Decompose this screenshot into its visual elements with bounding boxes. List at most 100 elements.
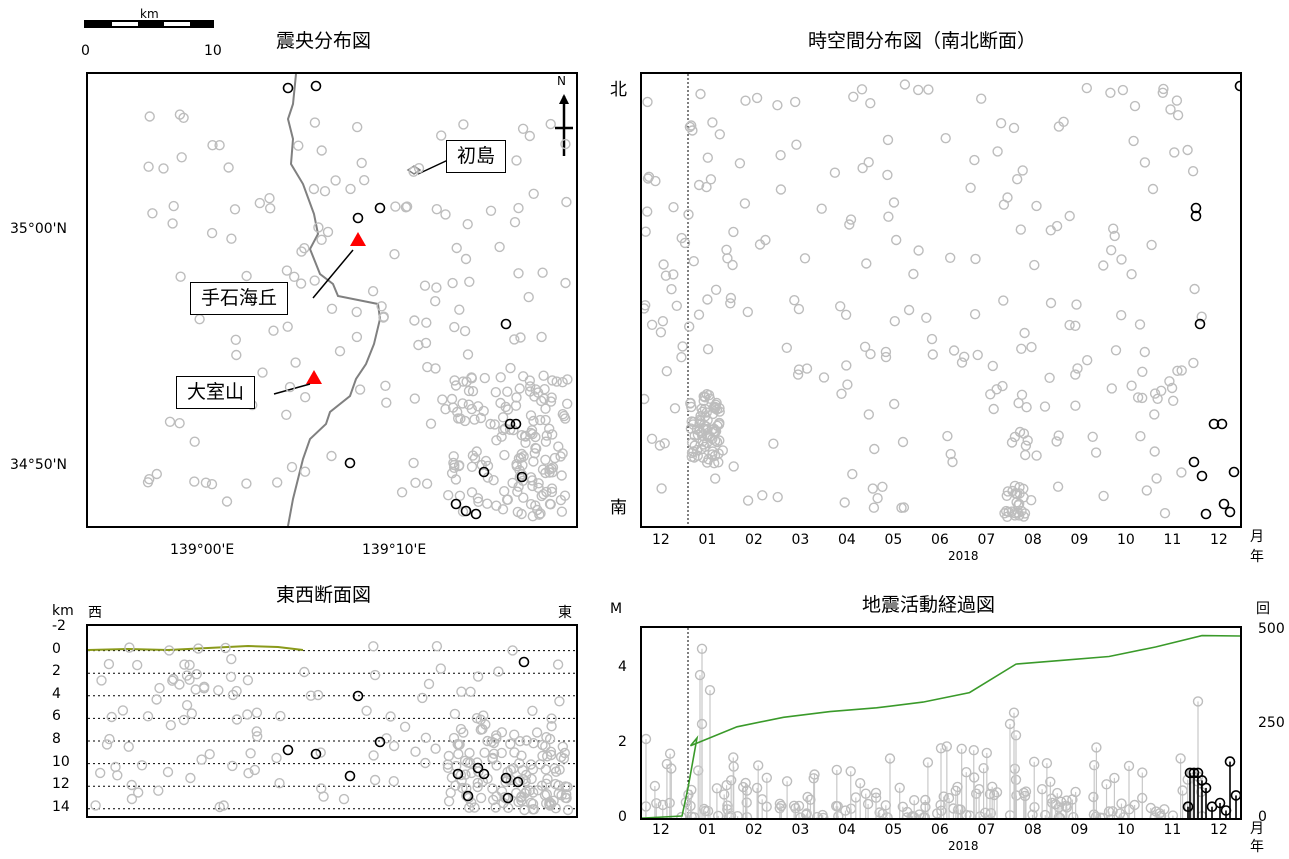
map-event-point — [540, 414, 551, 426]
map-recent-event-point — [352, 212, 364, 224]
map-event-point — [502, 386, 513, 397]
map-event-point — [151, 468, 163, 480]
mt-m-tick-1: 2 — [618, 734, 627, 750]
ew-event-point — [299, 666, 310, 678]
map-event-point — [538, 370, 549, 381]
spacetime-event-point — [1072, 363, 1083, 374]
spacetime-event-point — [793, 303, 805, 315]
ew-event-point — [184, 659, 195, 671]
map-event-point — [231, 349, 242, 361]
spacetime-event-point — [1139, 157, 1151, 168]
ew-event-point — [124, 642, 135, 653]
map-event-point — [299, 466, 311, 477]
spacetime-event-point — [684, 121, 696, 133]
mt-event-point — [1103, 806, 1115, 817]
spacetime-event-point — [646, 319, 658, 331]
map-event-point — [523, 291, 534, 303]
map-event-point — [516, 448, 527, 460]
ew-event-point — [532, 784, 544, 796]
mt-event-point — [683, 789, 694, 800]
ew-event-point — [126, 793, 138, 805]
mt-event-point — [968, 744, 979, 756]
map-event-point — [330, 175, 341, 186]
spacetime-event-point — [1012, 173, 1023, 185]
ew-event-point — [496, 786, 508, 797]
spacetime-event-point — [722, 253, 733, 264]
ew-event-point — [491, 730, 502, 741]
spacetime-event-point — [1039, 401, 1051, 412]
mt-event-point — [664, 748, 676, 759]
ew-event-point — [315, 783, 327, 794]
spacetime-event-point — [988, 403, 999, 415]
map-event-point — [409, 315, 420, 326]
spacetime-event-point — [775, 184, 787, 195]
map-event-point — [189, 436, 200, 447]
spacetime-event-point — [676, 352, 687, 363]
spacetime-recent-event-point — [1218, 498, 1230, 510]
spacetime-event-point — [1045, 297, 1057, 309]
spacetime-event-point — [1172, 110, 1184, 121]
mt-event-point — [676, 811, 687, 818]
spacetime-event-point — [1017, 165, 1028, 176]
map-event-point — [176, 152, 187, 163]
mt-event-point — [713, 810, 724, 818]
mt-month-tick-1: 01 — [698, 822, 717, 838]
ew-event-point — [274, 777, 285, 789]
map-event-point — [168, 200, 179, 212]
spacetime-event-point — [656, 483, 667, 494]
map-event-point — [309, 275, 320, 286]
spacetime-event-point — [1110, 345, 1122, 356]
map-event-point — [525, 499, 537, 510]
map-event-point — [539, 393, 550, 404]
ew-event-point — [455, 723, 467, 735]
spacetime-event-point — [1070, 369, 1081, 380]
mt-event-point — [800, 809, 812, 818]
map-event-point — [512, 506, 523, 518]
spacetime-event-point — [1090, 447, 1102, 458]
map-recent-event-point — [478, 466, 490, 478]
mt-event-point — [817, 809, 828, 818]
spacetime-event-point — [1149, 446, 1160, 457]
spacetime-event-point — [739, 198, 751, 209]
map-event-point — [293, 140, 304, 151]
spacetime-event-point — [1108, 223, 1119, 234]
spacetime-event-point — [872, 493, 883, 504]
spacetime-event-point — [888, 197, 900, 208]
ew-event-point — [110, 761, 121, 773]
map-event-point — [460, 253, 472, 265]
spacetime-event-point — [844, 219, 855, 230]
spacetime-recent-event-point — [1194, 318, 1206, 330]
ew-event-point — [369, 669, 381, 681]
spacetime-event-point — [1158, 83, 1169, 95]
spacetime-event-point — [734, 158, 746, 169]
spacetime-recent-event-point — [1224, 506, 1236, 518]
ew-event-point — [546, 749, 557, 761]
map-event-point — [447, 277, 458, 289]
spacetime-event-point — [1128, 135, 1139, 147]
spacetime-event-point — [1134, 319, 1146, 330]
spacetime-event-point — [987, 360, 998, 372]
scale-unit: km — [140, 7, 159, 21]
spacetime-event-point — [1187, 165, 1199, 177]
volcano-marker-teishi — [350, 232, 366, 246]
ew-event-point — [516, 795, 527, 806]
mt-event-point — [981, 747, 992, 759]
mt-event-point — [932, 808, 943, 818]
mt-title: 地震活動経過図 — [862, 594, 996, 616]
map-event-point — [447, 402, 459, 413]
ew-event-point — [227, 689, 239, 701]
map-event-point — [464, 276, 475, 288]
map-event-point — [545, 396, 557, 407]
map-event-point — [367, 285, 379, 297]
spacetime-event-point — [642, 300, 651, 311]
map-event-point — [546, 392, 557, 403]
mt-month-tick-6: 06 — [931, 822, 949, 838]
spacetime-event-point — [1081, 82, 1092, 94]
spacetime-event-point — [1106, 383, 1117, 394]
map-event-point — [316, 145, 327, 156]
mt-event-point — [1040, 809, 1051, 818]
map-event-point — [461, 376, 472, 387]
mt-event-point — [722, 804, 733, 815]
mt-event-point — [1008, 707, 1020, 718]
spacetime-month-tick-9: 09 — [1070, 532, 1089, 548]
